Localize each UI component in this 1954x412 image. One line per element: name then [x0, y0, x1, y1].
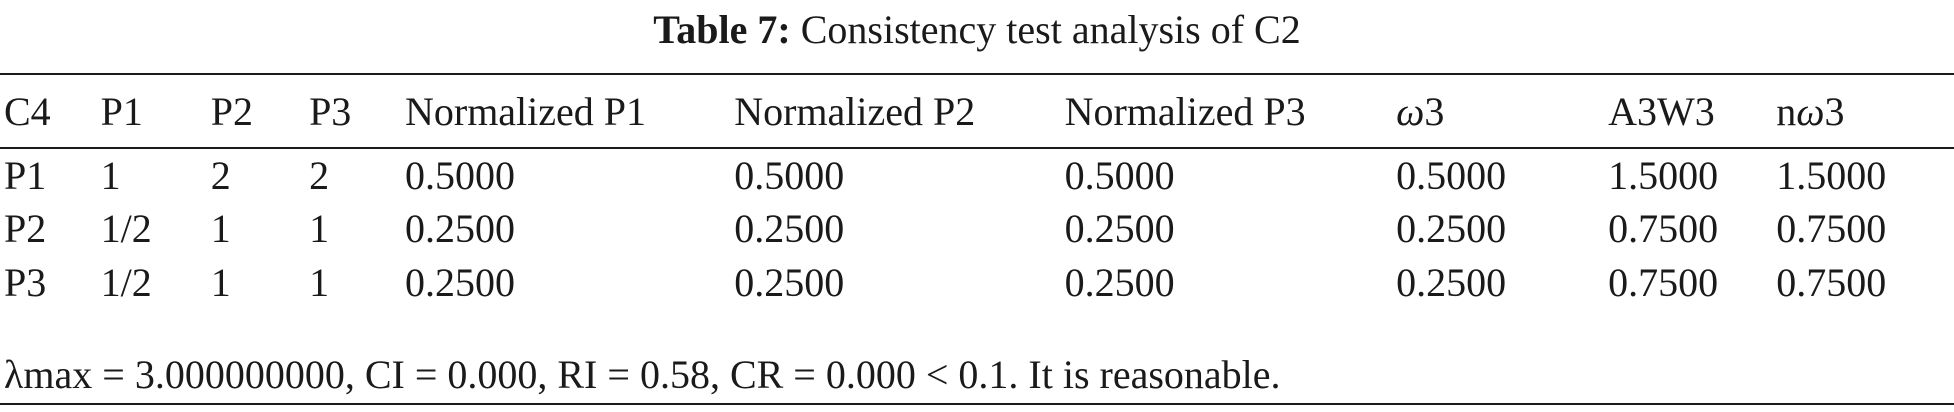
table-cell: 0.7500 [1776, 259, 1887, 305]
table-cell: 2 [210, 152, 231, 198]
table-cell: 2 [309, 152, 330, 198]
table-cell: 0.2500 [1396, 205, 1507, 251]
table-cell: 0.5000 [734, 152, 845, 198]
table-cell: 0.7500 [1776, 205, 1887, 251]
header-cell-normalized-p1: Normalized P1 [404, 89, 647, 134]
table-cell: 0.2500 [1064, 259, 1175, 305]
table-caption-label: Table 7: [653, 7, 791, 52]
table-cell: 0.5000 [1064, 152, 1175, 198]
header-cell-a3w3: A3W3 [1608, 89, 1715, 134]
table-cell: 0.2500 [734, 205, 845, 251]
table-cell: 1 [210, 205, 231, 251]
header-cell-p2: P2 [210, 89, 254, 134]
table-cell: 1 [309, 205, 330, 251]
table-header-row: C4 P1 P2 P3 Normalized P1 Normalized P2 … [0, 76, 1954, 147]
consistency-table: C4 P1 P2 P3 Normalized P1 Normalized P2 … [0, 76, 1954, 309]
table-cell: 0.2500 [404, 205, 515, 251]
table-cell: 1 [100, 152, 121, 198]
header-cell-normalized-p3: Normalized P3 [1064, 89, 1306, 134]
header-cell-c4: C4 [4, 89, 51, 134]
table-header-rule [0, 147, 1954, 149]
table-row: P1 1 2 2 0.5000 0.5000 0.5000 0.5000 1.5… [0, 147, 1954, 201]
table-cell: 1.5000 [1776, 152, 1887, 198]
header-cell-normalized-p2: Normalized P2 [734, 89, 976, 134]
table-footnote: λmax = 3.000000000, CI = 0.000, RI = 0.5… [4, 352, 1281, 397]
table-cell: 0.7500 [1608, 259, 1719, 305]
table-row: P2 1/2 1 1 0.2500 0.2500 0.2500 0.2500 0… [0, 201, 1954, 255]
row-label-cell: P1 [4, 152, 47, 198]
table-caption-title: Consistency test analysis of C2 [800, 7, 1301, 52]
header-cell-n-omega3: nω3 [1776, 76, 1954, 147]
n-omega3-prefix: n [1776, 89, 1797, 134]
row-label-cell: P3 [4, 259, 47, 305]
table-cell: 0.2500 [734, 259, 845, 305]
table-cell: 1/2 [100, 259, 152, 305]
table-cell: 0.7500 [1608, 205, 1719, 251]
table-top-rule [0, 73, 1954, 75]
table-cell: 0.2500 [1064, 205, 1175, 251]
table-row: P3 1/2 1 1 0.2500 0.2500 0.2500 0.2500 0… [0, 255, 1954, 309]
omega3-suffix: 3 [1424, 89, 1445, 134]
header-cell-p3: P3 [309, 89, 352, 134]
omega-symbol: ω [1396, 89, 1425, 134]
table-cell: 0.5000 [404, 152, 515, 198]
header-cell-omega3: ω3 [1396, 76, 1608, 147]
header-cell-p1: P1 [100, 89, 143, 134]
table-cell: 0.2500 [1396, 259, 1507, 305]
table-cell: 1 [309, 259, 330, 305]
table-cell: 0.5000 [1396, 152, 1507, 198]
n-omega3-suffix: 3 [1824, 89, 1845, 134]
table-cell: 0.2500 [404, 259, 515, 305]
table-cell: 1/2 [100, 205, 152, 251]
table-bottom-rule [0, 403, 1954, 405]
row-label-cell: P2 [4, 205, 47, 251]
n-omega-symbol: ω [1796, 89, 1825, 134]
table-cell: 1 [210, 259, 231, 305]
table-cell: 1.5000 [1608, 152, 1719, 198]
table-caption: Table 7: Consistency test analysis of C2 [0, 6, 1954, 54]
